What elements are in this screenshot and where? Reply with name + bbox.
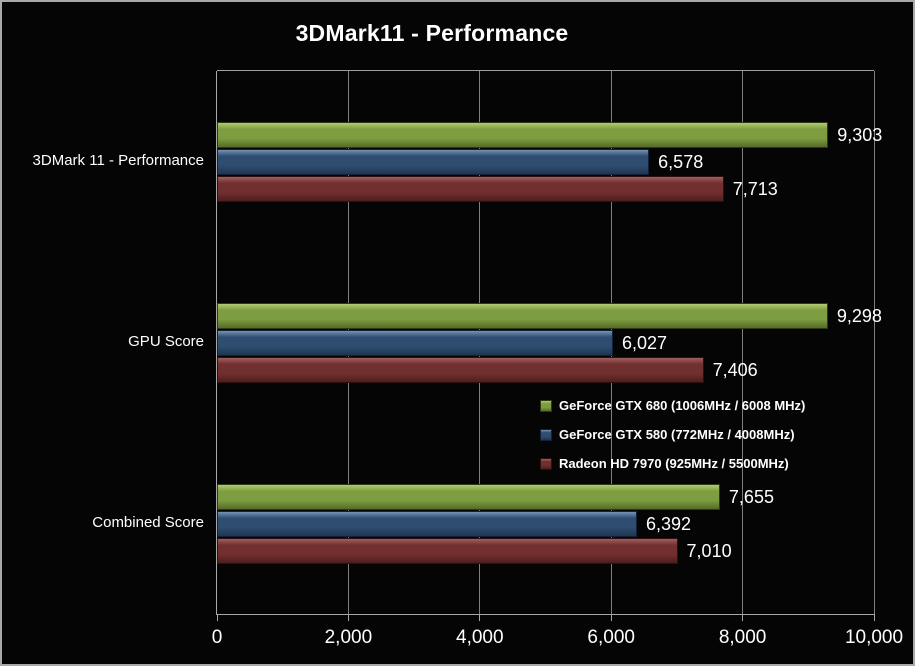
legend-marker-red xyxy=(540,457,552,470)
bar-row: 7,406 xyxy=(217,357,874,383)
bar-value-label: 9,303 xyxy=(837,125,883,145)
tick-mark xyxy=(479,615,481,621)
x-axis-line xyxy=(216,614,875,615)
legend-label: Radeon HD 7970 (925MHz / 5500MHz) xyxy=(559,456,789,471)
bar-red xyxy=(217,538,678,564)
category-label: Combined Score xyxy=(92,513,204,531)
legend-label: GeForce GTX 580 (772MHz / 4008MHz) xyxy=(559,427,795,442)
bar-row: 6,392 xyxy=(217,511,874,537)
category-label: 3DMark 11 - Performance xyxy=(32,151,204,169)
bar-green xyxy=(217,303,828,329)
legend-marker-green xyxy=(540,399,552,412)
bar-blue xyxy=(217,511,637,537)
bar-blue xyxy=(217,330,613,356)
bar-red xyxy=(217,176,724,202)
tick-mark xyxy=(216,615,218,621)
bar-value-label: 7,713 xyxy=(732,179,778,199)
legend-label: GeForce GTX 680 (1006MHz / 6008 MHz) xyxy=(559,398,806,413)
bar-value-label: 9,298 xyxy=(836,306,882,326)
legend-item: GeForce GTX 680 (1006MHz / 6008 MHz) xyxy=(540,398,805,413)
bar-value-label: 7,655 xyxy=(728,487,774,507)
x-tick-label: 4,000 xyxy=(456,627,504,648)
bar-row: 7,713 xyxy=(217,176,874,202)
bar-group: 9,303 6,578 7,713 xyxy=(217,122,882,203)
x-tick-label: 10,000 xyxy=(844,627,904,648)
bar-green xyxy=(217,122,829,148)
plot-area: 0 2,000 4,000 6,000 8,000 10,000 9,303 6,578 7,7… xyxy=(212,70,903,648)
legend-item: GeForce GTX 580 (772MHz / 4008MHz) xyxy=(540,427,795,442)
tick-mark xyxy=(742,615,744,621)
tick-mark xyxy=(873,615,875,621)
legend-marker-blue xyxy=(540,428,552,441)
bar-group: 7,655 6,392 7,010 xyxy=(217,484,874,565)
bar-value-label: 6,392 xyxy=(645,514,691,534)
y-axis-line xyxy=(216,71,217,614)
bar-blue xyxy=(217,149,650,175)
category-label: GPU Score xyxy=(128,332,204,350)
x-tick-label: 0 xyxy=(211,627,223,648)
bar-row: 6,027 xyxy=(217,330,874,356)
bar-red xyxy=(217,357,704,383)
x-tick-label: 8,000 xyxy=(718,627,767,648)
chart-title: 3DMark11 - Performance xyxy=(295,20,569,46)
legend-item: Radeon HD 7970 (925MHz / 5500MHz) xyxy=(540,456,789,471)
bar-value-label: 7,010 xyxy=(686,541,732,561)
bar-row: 6,578 xyxy=(217,149,874,175)
x-tick-label: 2,000 xyxy=(324,627,373,648)
x-tick-label: 6,000 xyxy=(587,627,635,648)
gridline xyxy=(742,71,744,614)
tick-mark xyxy=(347,615,349,621)
bar-value-label: 7,406 xyxy=(712,360,758,380)
bar-row: 9,298 xyxy=(217,303,882,329)
bar-value-label: 6,578 xyxy=(658,152,704,172)
bar-value-label: 6,027 xyxy=(621,333,668,353)
bar-row: 7,010 xyxy=(217,538,874,564)
gridline xyxy=(873,71,875,614)
bar-row: 7,655 xyxy=(217,484,874,510)
bar-green xyxy=(217,484,720,510)
bar-row: 9,303 xyxy=(217,122,882,148)
tick-mark xyxy=(610,615,612,621)
bar-group: 9,298 6,027 7,406 xyxy=(217,303,882,384)
